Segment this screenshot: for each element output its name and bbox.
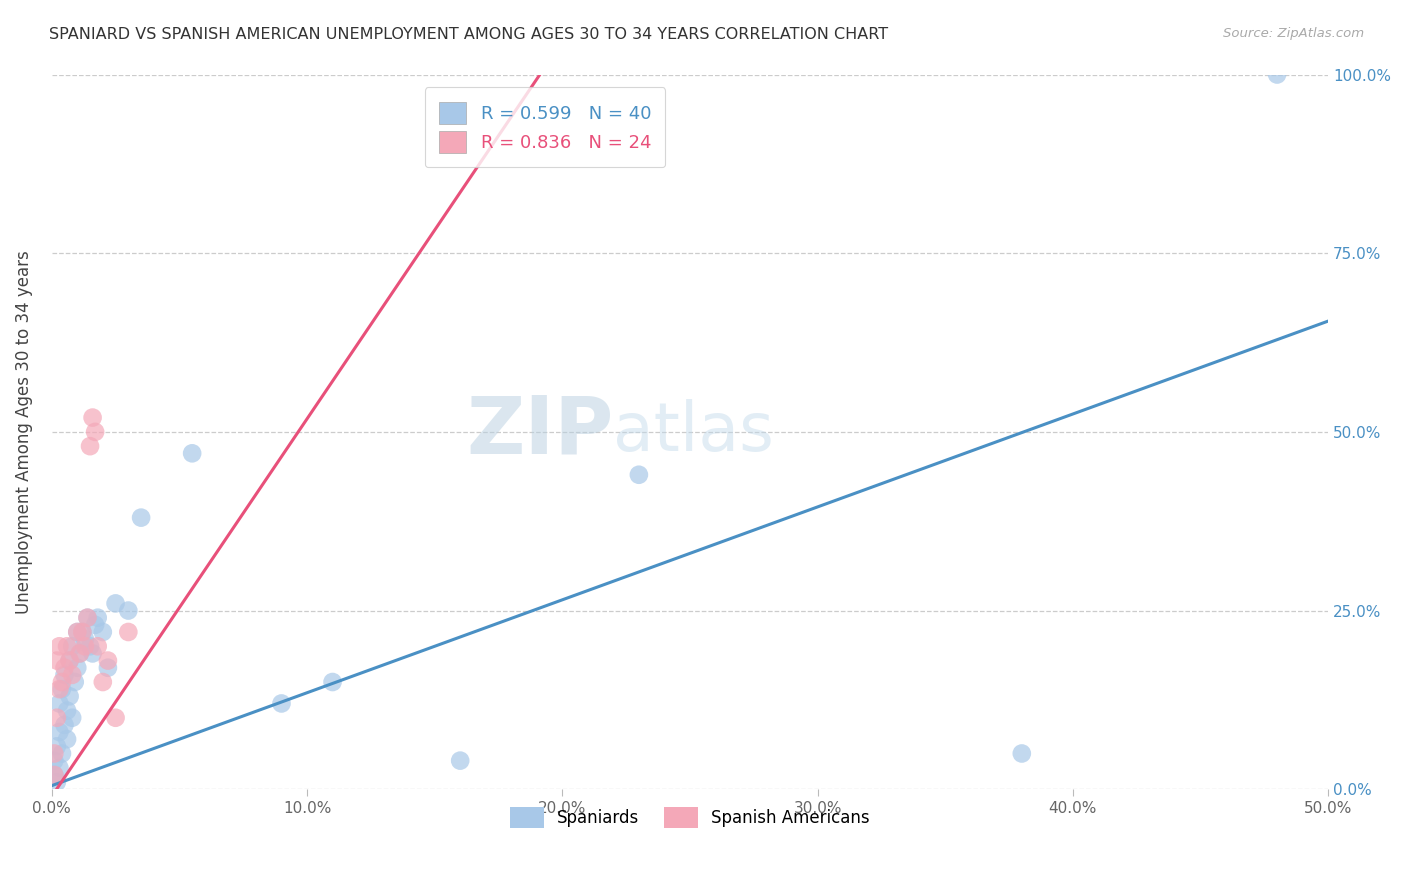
Point: [76, 610, 98, 624]
Point: [79, 640, 101, 654]
Point: [59, 654, 82, 668]
Point: [45, 739, 67, 754]
Point: [44, 768, 66, 782]
Point: [51, 747, 73, 761]
Point: [322, 675, 344, 690]
Point: [1265, 68, 1288, 82]
Point: [53, 661, 76, 675]
Point: [91, 675, 114, 690]
Point: [449, 754, 471, 768]
Point: [45, 654, 67, 668]
Point: [56, 732, 79, 747]
Point: [627, 467, 650, 482]
Point: [91, 625, 114, 640]
Point: [48, 761, 70, 775]
Point: [86, 610, 108, 624]
Point: [66, 625, 89, 640]
Point: [44, 768, 66, 782]
Point: [84, 425, 107, 439]
Point: [60, 668, 83, 682]
Point: [60, 711, 83, 725]
Point: [69, 647, 91, 661]
Point: [51, 675, 73, 690]
Point: [59, 654, 82, 668]
Legend: Spaniards, Spanish Americans: Spaniards, Spanish Americans: [503, 801, 876, 835]
Point: [53, 668, 76, 682]
Point: [72, 625, 94, 640]
Point: [48, 725, 70, 739]
Point: [73, 640, 96, 654]
Point: [1011, 747, 1033, 761]
Point: [97, 654, 120, 668]
Text: Source: ZipAtlas.com: Source: ZipAtlas.com: [1223, 27, 1364, 40]
Point: [45, 775, 67, 789]
Point: [117, 603, 139, 617]
Point: [44, 754, 66, 768]
Point: [60, 640, 83, 654]
Text: ZIP: ZIP: [467, 392, 613, 471]
Point: [97, 661, 120, 675]
Point: [104, 596, 127, 610]
Point: [48, 682, 70, 697]
Point: [82, 647, 104, 661]
Point: [181, 446, 204, 460]
Point: [86, 640, 108, 654]
Point: [66, 625, 89, 640]
Point: [63, 675, 86, 690]
Point: [129, 510, 152, 524]
Point: [45, 711, 67, 725]
Point: [56, 704, 79, 718]
Point: [53, 718, 76, 732]
Point: [117, 625, 139, 640]
Point: [69, 647, 91, 661]
Y-axis label: Unemployment Among Ages 30 to 34 years: Unemployment Among Ages 30 to 34 years: [15, 250, 32, 614]
Point: [51, 682, 73, 697]
Point: [48, 697, 70, 711]
Point: [66, 661, 89, 675]
Text: SPANIARD VS SPANISH AMERICAN UNEMPLOYMENT AMONG AGES 30 TO 34 YEARS CORRELATION : SPANIARD VS SPANISH AMERICAN UNEMPLOYMEN…: [49, 27, 889, 42]
Point: [104, 711, 127, 725]
Point: [79, 439, 101, 453]
Point: [44, 747, 66, 761]
Point: [270, 697, 292, 711]
Point: [76, 610, 98, 624]
Text: atlas: atlas: [613, 399, 775, 465]
Point: [82, 410, 104, 425]
Point: [48, 640, 70, 654]
Point: [59, 690, 82, 704]
Point: [84, 617, 107, 632]
Point: [56, 640, 79, 654]
Point: [72, 625, 94, 640]
Point: [73, 632, 96, 647]
